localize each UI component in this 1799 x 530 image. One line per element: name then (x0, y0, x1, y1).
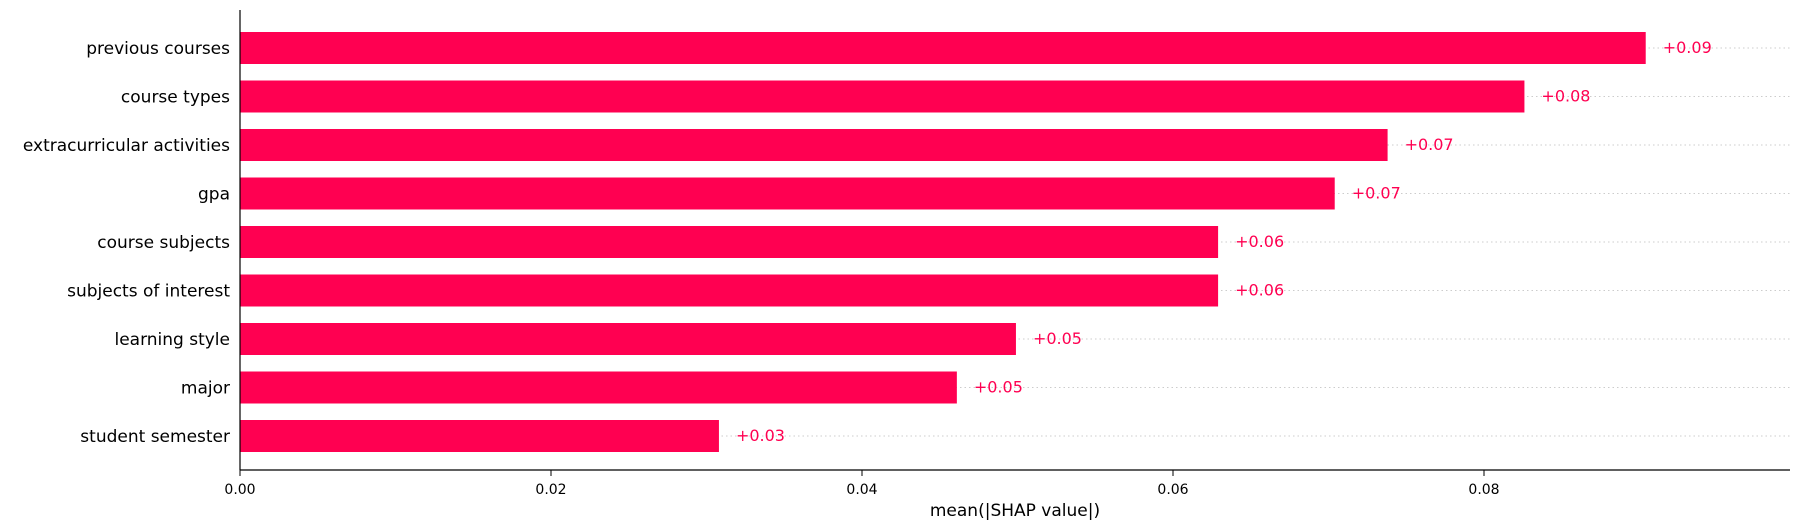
category-label: learning style (114, 330, 230, 350)
value-labels: +0.09 +0.08 +0.07 +0.07 +0.06 +0.06 +0.05 +0.05… (736, 38, 1712, 445)
bar (240, 129, 1388, 161)
x-tick-label: 0.04 (846, 482, 877, 498)
x-tick-label: 0.02 (535, 482, 566, 498)
value-label: +0.05 (974, 378, 1023, 397)
bar (240, 32, 1646, 64)
category-label: subjects of interest (67, 282, 230, 302)
value-label: +0.08 (1541, 87, 1590, 106)
bar (240, 323, 1016, 355)
category-label: student semester (80, 427, 230, 447)
bar (240, 226, 1219, 258)
x-tick-label: 0.08 (1468, 482, 1499, 498)
bar (240, 420, 719, 452)
axes (239, 10, 1790, 471)
x-ticks: 0.00 0.02 0.04 0.06 0.08 (224, 470, 1500, 498)
x-axis-title: mean(|SHAP value|) (930, 501, 1100, 521)
value-label: +0.05 (1033, 329, 1082, 348)
value-label: +0.03 (736, 426, 785, 445)
value-label: +0.07 (1405, 135, 1454, 154)
value-label: +0.09 (1663, 38, 1712, 57)
bar (240, 274, 1219, 307)
category-label: major (181, 379, 230, 399)
category-label: course types (121, 88, 230, 108)
bar (240, 177, 1335, 210)
x-tick-label: 0.06 (1157, 482, 1188, 498)
bar (240, 80, 1525, 113)
category-label: extracurricular activities (23, 136, 230, 156)
category-label: previous courses (86, 39, 230, 59)
x-tick-label: 0.00 (224, 482, 255, 498)
bars (240, 32, 1646, 452)
value-label: +0.07 (1352, 184, 1401, 203)
bar (240, 371, 957, 404)
category-label: gpa (198, 185, 230, 205)
value-label: +0.06 (1235, 281, 1284, 300)
category-label: course subjects (97, 233, 230, 253)
value-label: +0.06 (1235, 232, 1284, 251)
category-labels: previous courses course types extracurricu… (23, 39, 230, 447)
